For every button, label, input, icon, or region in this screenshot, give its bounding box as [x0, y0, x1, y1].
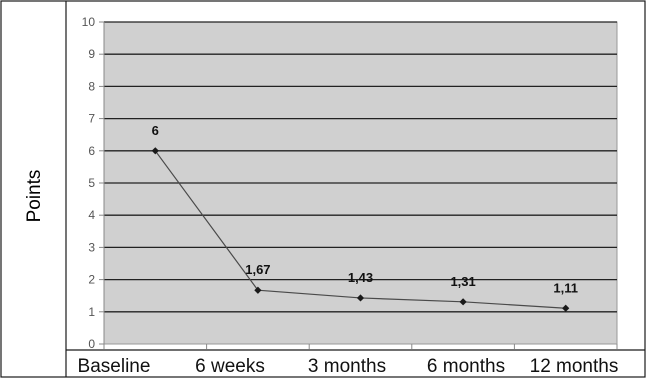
- category-label: 6 months: [427, 356, 505, 377]
- y-tick-label: 10: [82, 15, 96, 29]
- y-tick-label: 0: [88, 337, 95, 351]
- data-label: 1,11: [553, 280, 578, 295]
- data-point: [151, 147, 159, 155]
- data-label: 1,31: [450, 274, 475, 289]
- y-tick-label: 3: [88, 240, 95, 254]
- data-label: 1,67: [245, 262, 270, 277]
- data-label: 6: [152, 123, 159, 138]
- y-tick-label: 6: [88, 144, 95, 158]
- data-point: [459, 298, 467, 306]
- x-ticks: [103, 344, 618, 349]
- data-point: [562, 304, 570, 312]
- data-point: [254, 286, 262, 294]
- y-ticks: 0 1 2 3 4 5 6 7 8 9 10: [82, 15, 104, 351]
- y-tick-label: 8: [88, 79, 95, 93]
- category-label: Baseline: [78, 356, 151, 377]
- category-label: 6 weeks: [195, 356, 265, 377]
- data-point: [356, 294, 365, 302]
- category-label: 12 months: [530, 356, 619, 377]
- y-axis-label: Points: [24, 170, 45, 223]
- gridlines: [104, 21, 617, 313]
- y-tick-label: 7: [88, 112, 95, 126]
- data-labels: 6 1,67 1,43 1,31 1,11: [152, 123, 578, 295]
- data-label: 1,43: [348, 270, 373, 285]
- y-tick-label: 1: [88, 305, 95, 319]
- y-tick-label: 5: [88, 176, 95, 190]
- category-label: 3 months: [308, 356, 386, 377]
- y-tick-label: 9: [88, 47, 95, 61]
- y-tick-label: 2: [88, 273, 95, 287]
- y-tick-label: 4: [88, 208, 95, 222]
- category-labels: Baseline 6 weeks 3 months 6 months 12 months: [78, 356, 619, 377]
- series: [151, 147, 570, 312]
